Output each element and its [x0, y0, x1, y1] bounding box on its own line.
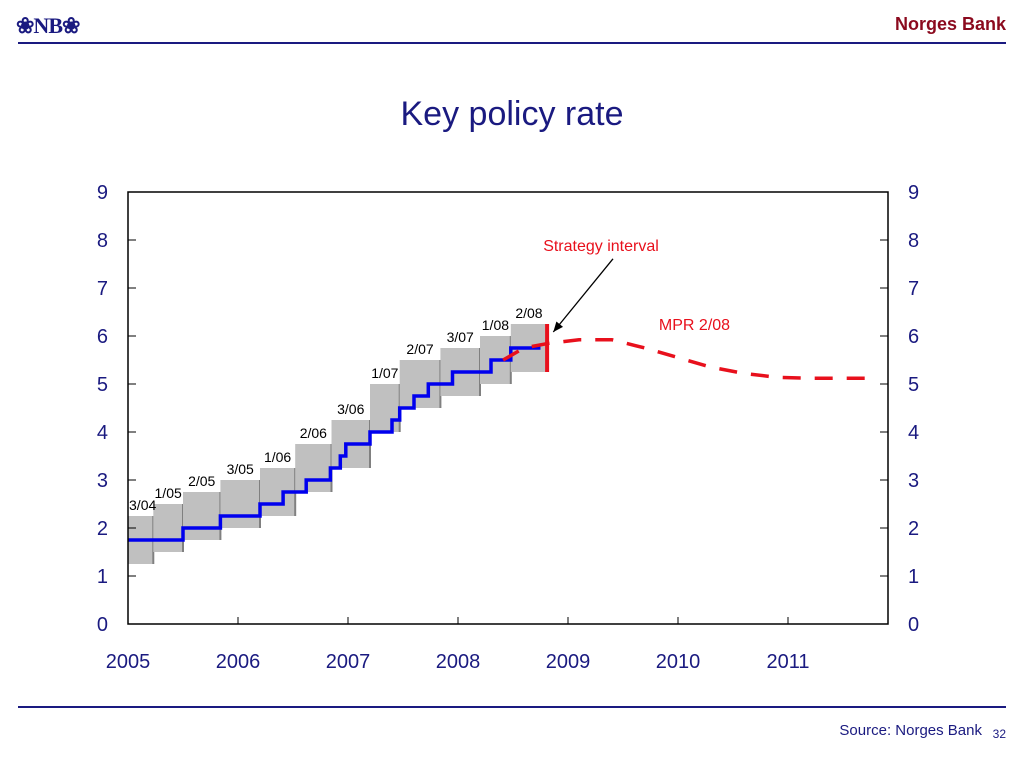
y-tick-label-right: 3: [908, 470, 919, 492]
chart-title: Key policy rate: [400, 95, 624, 133]
y-tick-label-left: 1: [97, 566, 108, 588]
y-tick-label-right: 7: [908, 278, 919, 300]
interval-label: 1/05: [155, 485, 182, 501]
policy-rate-line: [128, 346, 541, 542]
annotation-label: MPR 2/08: [659, 317, 730, 334]
interval-box: [153, 504, 183, 552]
x-tick-label: 2007: [326, 651, 371, 673]
interval-box: [183, 492, 221, 540]
y-tick-label-left: 0: [97, 614, 108, 636]
series-lines: [128, 324, 876, 542]
interval-label: 1/06: [264, 449, 291, 465]
y-tick-label-right: 6: [908, 326, 919, 348]
y-tick-label-right: 2: [908, 518, 919, 540]
interval-box: [220, 480, 260, 528]
header-divider: [18, 42, 1006, 44]
interval-label: 2/06: [300, 425, 327, 441]
interval-label: 3/07: [447, 329, 474, 345]
interval-label: 3/06: [337, 401, 364, 417]
interval-box: [370, 384, 400, 432]
y-tick-label-right: 9: [908, 182, 919, 204]
x-tick-label: 2011: [766, 651, 809, 673]
y-tick-label-left: 7: [97, 278, 108, 300]
y-tick-label-right: 4: [908, 422, 919, 444]
y-tick-label-right: 5: [908, 374, 919, 396]
annotations: Strategy interval MPR 2/08: [543, 238, 730, 334]
interval-label: 2/08: [515, 305, 542, 321]
mpr-forecast-line: [502, 338, 876, 380]
interval-box: [295, 444, 332, 492]
arrowhead-icon: [553, 321, 564, 332]
y-tick-label-left: 2: [97, 518, 108, 540]
y-tick-label-left: 6: [97, 326, 108, 348]
norges-bank-logo: ❀NB❀: [16, 13, 80, 38]
annotation-arrow: [552, 258, 614, 333]
y-tick-label-left: 9: [97, 182, 108, 204]
interval-label: 3/04: [129, 497, 156, 513]
page-number: 32: [992, 727, 1006, 741]
y-tick-label-right: 8: [908, 230, 919, 252]
y-tick-label-right: 1: [908, 566, 919, 588]
interval-labels: 3/041/05 2/05 3/05 1/06 2/06 3/06 1/07 2/07 3/07…: [129, 305, 543, 513]
footer-divider: [18, 706, 1006, 708]
x-tick-label: 2006: [216, 651, 261, 673]
x-tick-label: 2008: [436, 651, 481, 673]
annotation-label: Strategy interval: [543, 238, 659, 255]
y-tick-label-left: 3: [97, 470, 108, 492]
x-tick-label: 2010: [656, 651, 701, 673]
x-tick-label: 2005: [106, 651, 151, 673]
axes: 0 0 1 1 2 2 3 3 4 4 5 5 6 6 7 7 8 8 9 9 2005 2006 2007 2008 2009…: [97, 182, 919, 673]
interval-label: 1/08: [482, 317, 509, 333]
source-note: Source: Norges Bank: [839, 722, 982, 739]
y-tick-label-left: 8: [97, 230, 108, 252]
interval-label: 3/05: [227, 461, 254, 477]
brand-name: Norges Bank: [894, 14, 1006, 34]
y-tick-label-right: 0: [908, 614, 919, 636]
interval-label: 2/05: [188, 473, 215, 489]
x-tick-label: 2009: [546, 651, 591, 673]
y-tick-label-left: 4: [97, 422, 108, 444]
plot-frame: [127, 191, 889, 625]
y-tick-label-left: 5: [97, 374, 108, 396]
interval-label: 1/07: [371, 365, 398, 381]
interval-label: 2/07: [406, 341, 433, 357]
